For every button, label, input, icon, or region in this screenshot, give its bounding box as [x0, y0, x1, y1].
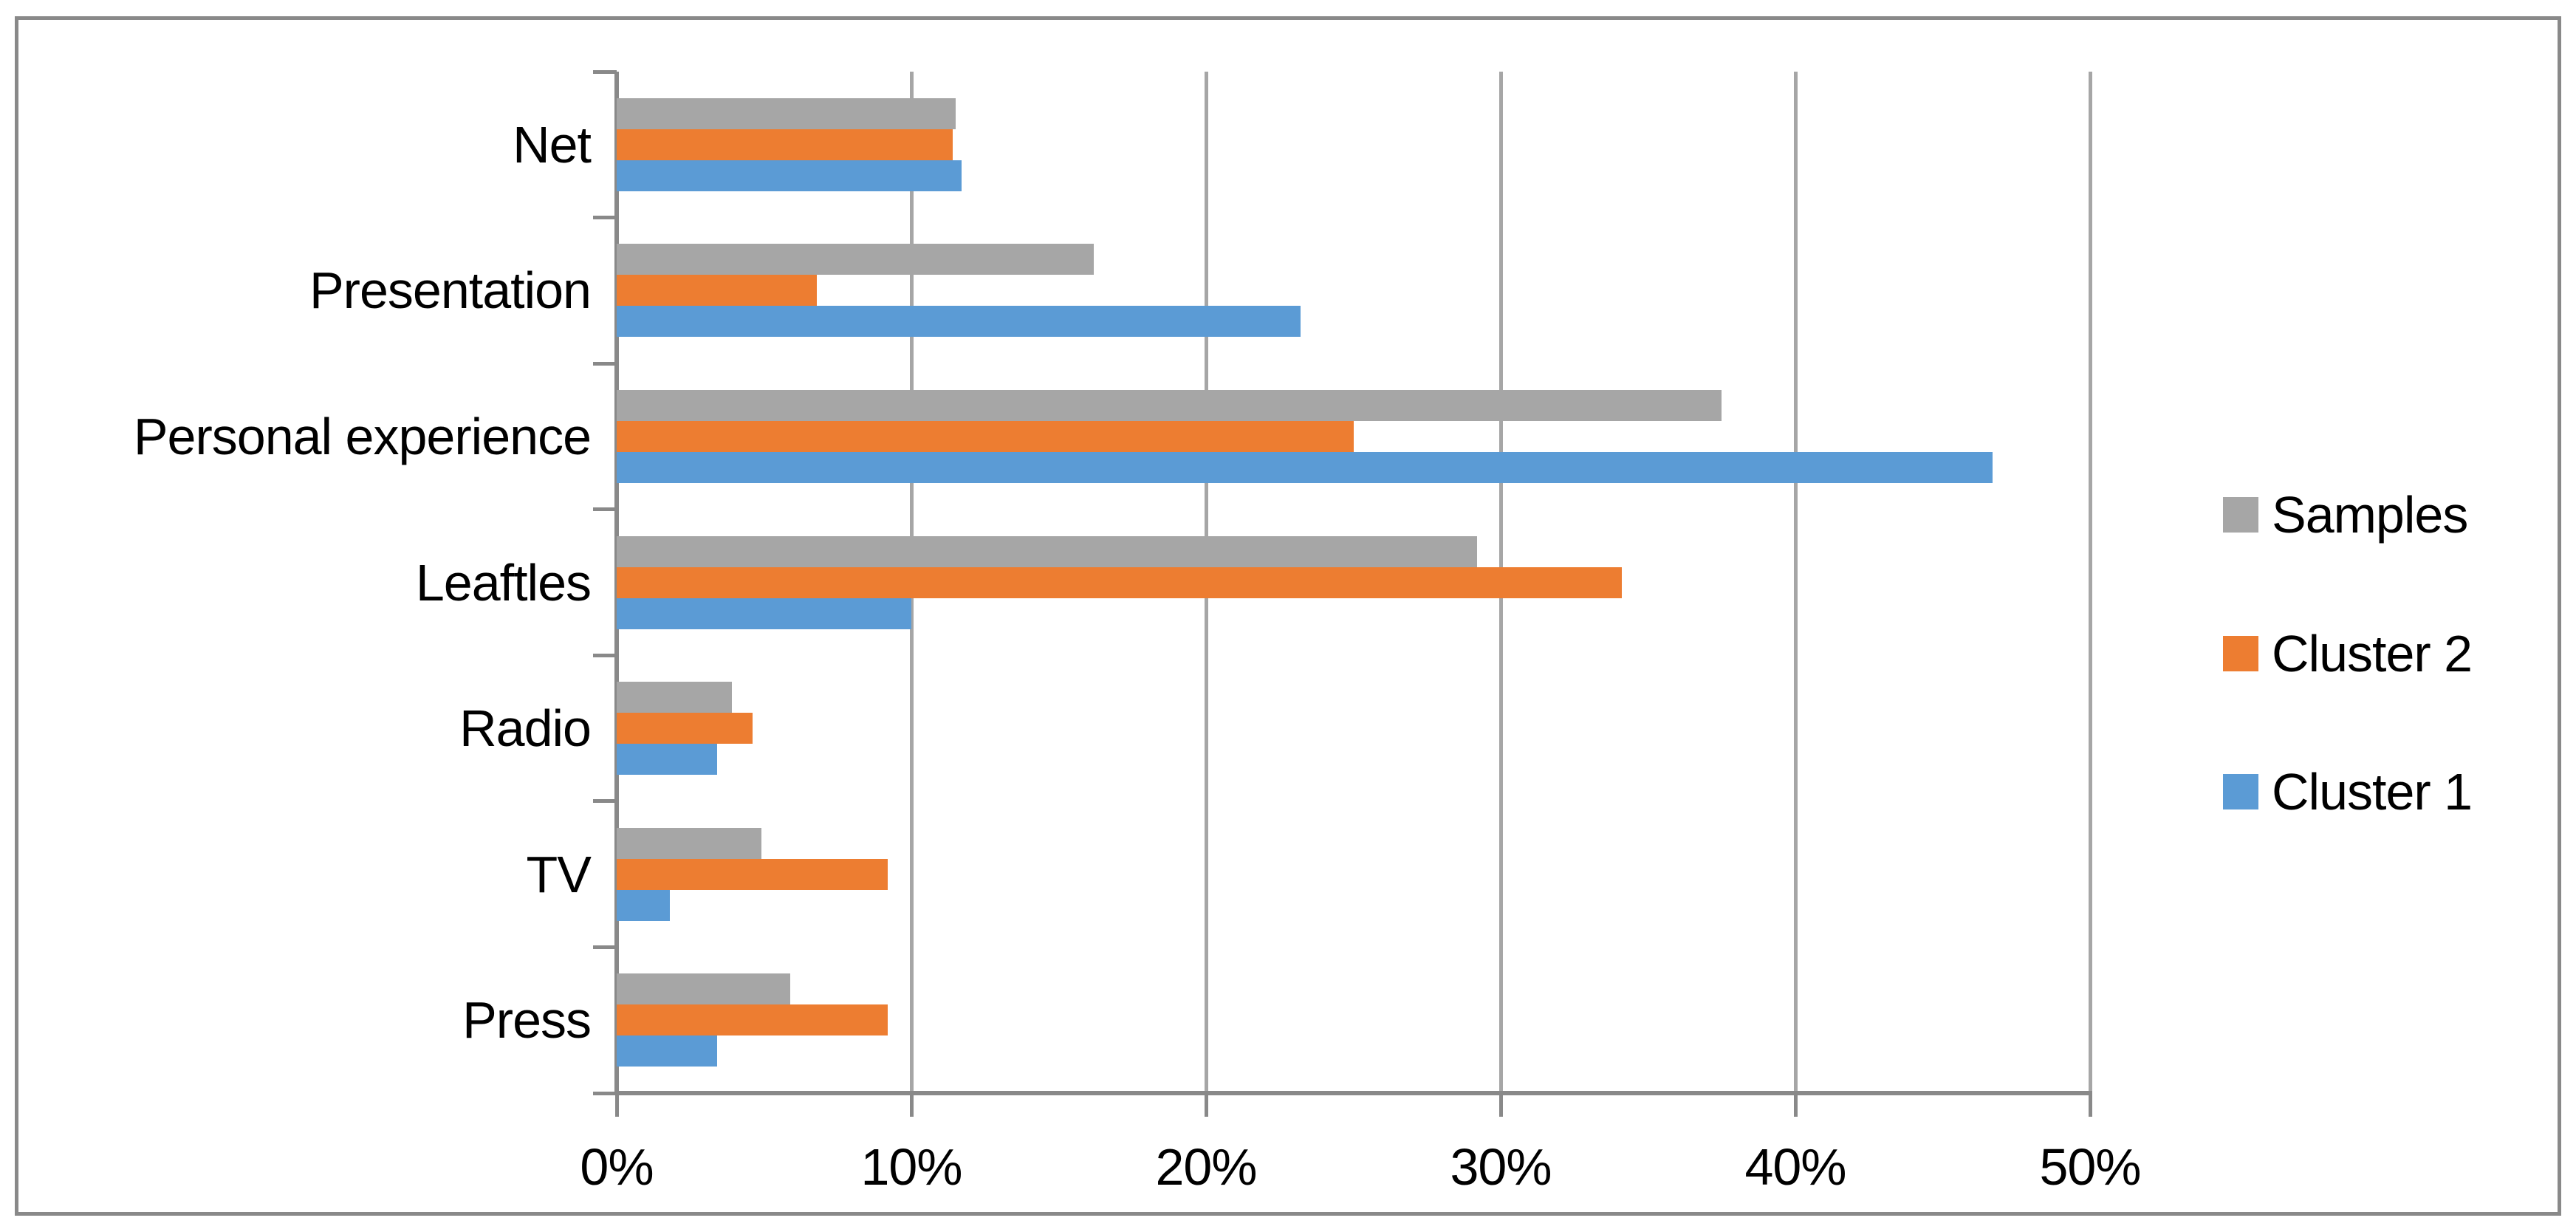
- legend-swatch-cluster-1: [2223, 774, 2258, 809]
- bar-cluster-2-personal-experience: [617, 420, 1354, 452]
- gridline-40: [1793, 72, 1798, 1093]
- bar-cluster-2-presentation: [617, 275, 818, 307]
- category-label-net: Net: [513, 115, 592, 174]
- y-tick-3: [593, 507, 617, 512]
- x-axis-line: [614, 1091, 2092, 1095]
- y-tick-6: [593, 945, 617, 949]
- x-axis-label-0: 0%: [580, 1138, 654, 1196]
- bar-cluster-1-net: [617, 160, 962, 191]
- category-label-presentation: Presentation: [309, 261, 592, 320]
- x-tick-0: [614, 1093, 619, 1117]
- x-axis-label-20: 20%: [1155, 1138, 1257, 1196]
- bar-samples-tv: [617, 827, 761, 859]
- y-tick-2: [593, 361, 617, 366]
- legend-label-cluster-1: Cluster 1: [2272, 763, 2473, 821]
- x-axis-label-50: 50%: [2039, 1138, 2141, 1196]
- gridline-50: [2088, 72, 2092, 1093]
- bar-cluster-2-net: [617, 129, 953, 160]
- x-axis-label-40: 40%: [1744, 1138, 1846, 1196]
- x-tick-40: [1793, 1093, 1798, 1117]
- bar-cluster-1-presentation: [617, 306, 1301, 338]
- x-tick-50: [2088, 1093, 2092, 1117]
- category-label-personal-experience: Personal experience: [133, 407, 592, 465]
- bar-cluster-1-personal-experience: [617, 451, 1993, 483]
- bar-samples-press: [617, 973, 791, 1005]
- category-label-tv: TV: [526, 845, 592, 903]
- y-tick-0: [593, 69, 617, 74]
- legend-label-cluster-2: Cluster 2: [2272, 624, 2473, 682]
- y-tick-5: [593, 799, 617, 804]
- legend-item-samples: Samples: [2223, 486, 2468, 544]
- x-tick-10: [909, 1093, 914, 1117]
- y-tick-4: [593, 653, 617, 657]
- legend-item-cluster-1: Cluster 1: [2223, 763, 2473, 821]
- x-tick-20: [1204, 1093, 1208, 1117]
- bar-cluster-2-press: [617, 1004, 888, 1036]
- bar-cluster-1-press: [617, 1035, 717, 1067]
- bar-samples-personal-experience: [617, 389, 1722, 421]
- x-axis-label-30: 30%: [1450, 1138, 1552, 1196]
- bar-samples-presentation: [617, 244, 1095, 275]
- legend-swatch-cluster-2: [2223, 635, 2258, 671]
- bar-samples-radio: [617, 682, 732, 713]
- x-tick-30: [1498, 1093, 1503, 1117]
- category-label-leaftles: Leaftles: [415, 553, 592, 612]
- bar-cluster-2-radio: [617, 713, 753, 744]
- x-axis-label-10: 10%: [860, 1138, 962, 1196]
- category-label-press: Press: [462, 991, 592, 1050]
- bar-cluster-2-tv: [617, 858, 888, 890]
- legend-item-cluster-2: Cluster 2: [2223, 624, 2473, 682]
- bar-samples-net: [617, 97, 956, 129]
- legend-swatch-samples: [2223, 497, 2258, 533]
- bar-cluster-1-leaftles: [617, 598, 911, 629]
- bar-cluster-1-radio: [617, 744, 717, 776]
- legend-label-samples: Samples: [2272, 486, 2468, 544]
- bar-cluster-2-leaftles: [617, 566, 1622, 598]
- y-tick-7: [593, 1091, 617, 1095]
- y-tick-1: [593, 216, 617, 220]
- bar-cluster-1-tv: [617, 889, 670, 921]
- bar-samples-leaftles: [617, 535, 1478, 567]
- category-label-radio: Radio: [459, 699, 592, 758]
